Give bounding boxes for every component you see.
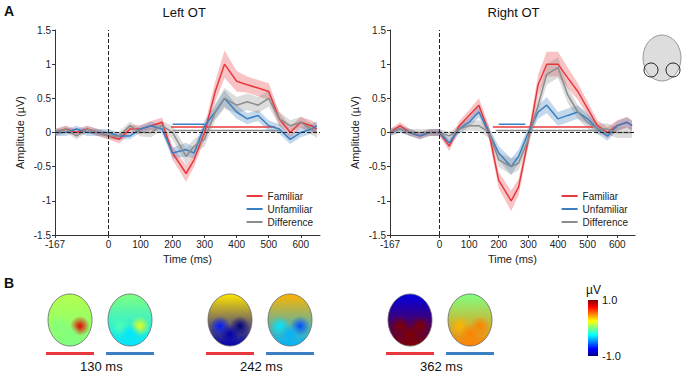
svg-text:-167: -167 <box>380 239 400 250</box>
svg-text:300: 300 <box>520 239 537 250</box>
svg-text:242 ms: 242 ms <box>240 359 283 374</box>
svg-text:1.0: 1.0 <box>602 294 617 306</box>
svg-text:Difference: Difference <box>583 217 629 228</box>
svg-text:A: A <box>4 3 14 19</box>
svg-text:1.5: 1.5 <box>37 25 51 36</box>
svg-text:0: 0 <box>106 239 112 250</box>
svg-text:200: 200 <box>490 239 507 250</box>
svg-text:Familiar: Familiar <box>583 191 619 202</box>
svg-text:Right OT: Right OT <box>488 5 540 20</box>
svg-text:-1.5: -1.5 <box>33 229 51 241</box>
svg-text:0: 0 <box>380 127 386 138</box>
svg-text:0: 0 <box>437 239 443 250</box>
svg-text:0: 0 <box>45 127 51 138</box>
svg-text:100: 100 <box>132 239 149 250</box>
svg-text:130 ms: 130 ms <box>80 359 123 374</box>
svg-text:500: 500 <box>579 239 596 250</box>
svg-text:Left OT: Left OT <box>163 5 206 20</box>
svg-text:1.5: 1.5 <box>372 25 386 36</box>
svg-text:0.5: 0.5 <box>37 93 51 104</box>
svg-text:0.5: 0.5 <box>372 93 386 104</box>
svg-text:500: 500 <box>260 239 277 250</box>
svg-text:200: 200 <box>164 239 181 250</box>
svg-text:-1.0: -1.0 <box>602 350 621 362</box>
svg-text:1: 1 <box>380 59 386 70</box>
svg-text:362 ms: 362 ms <box>420 359 463 374</box>
svg-text:600: 600 <box>609 239 626 250</box>
svg-text:-0.5: -0.5 <box>34 161 52 172</box>
svg-text:Time (ms): Time (ms) <box>488 253 537 265</box>
svg-text:Amplitude (µV): Amplitude (µV) <box>349 96 361 169</box>
svg-text:600: 600 <box>292 239 309 250</box>
svg-text:Time (ms): Time (ms) <box>163 253 212 265</box>
svg-text:B: B <box>4 275 14 291</box>
svg-text:-0.5: -0.5 <box>369 161 387 172</box>
svg-text:-1: -1 <box>42 195 51 206</box>
svg-text:100: 100 <box>461 239 478 250</box>
svg-text:300: 300 <box>196 239 213 250</box>
svg-text:400: 400 <box>550 239 567 250</box>
svg-text:Unfamiliar: Unfamiliar <box>583 204 629 215</box>
svg-text:Amplitude (µV): Amplitude (µV) <box>14 96 26 169</box>
svg-text:Unfamiliar: Unfamiliar <box>268 204 314 215</box>
svg-text:Familiar: Familiar <box>268 191 304 202</box>
svg-text:-167: -167 <box>45 239 65 250</box>
svg-text:1: 1 <box>45 59 51 70</box>
svg-text:Difference: Difference <box>268 217 314 228</box>
svg-text:-1.5: -1.5 <box>368 229 386 241</box>
svg-text:400: 400 <box>228 239 245 250</box>
svg-text:-1: -1 <box>377 195 386 206</box>
svg-text:µV: µV <box>586 283 601 297</box>
